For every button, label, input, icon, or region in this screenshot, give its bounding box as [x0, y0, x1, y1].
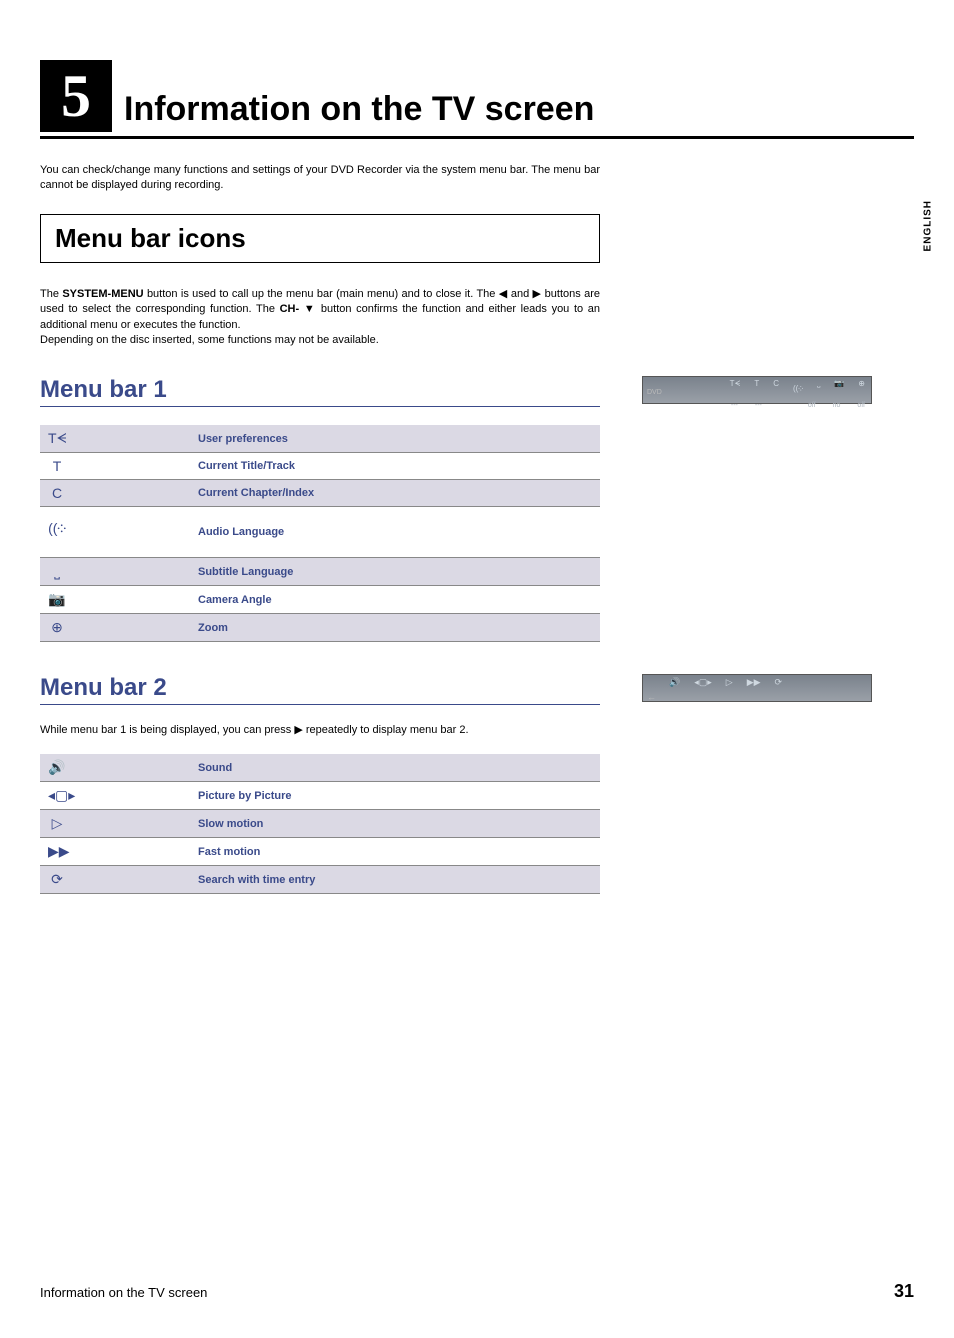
menu-bar-1-table: Tᗕ User preferences T Current Title/Trac… — [40, 425, 600, 642]
row-label: Audio Language — [190, 507, 600, 558]
table-row: 🔊 Sound — [40, 754, 600, 782]
ss-icon: ⊕ — [858, 379, 865, 402]
table-row: ((༶ Audio Language — [40, 507, 600, 558]
row-label: Slow motion — [190, 810, 600, 838]
ss-value: --- — [731, 402, 738, 409]
menu-bar-2-subtext: While menu bar 1 is being displayed, you… — [40, 723, 600, 736]
table-row: ⎵ Subtitle Language — [40, 558, 600, 586]
zoom-icon: ⊕ — [48, 619, 66, 636]
menu-bar-1-screenshot: DVD Tᗕ T C ((༶ ⎵ 📷 ⊕ --- --- off no off — [642, 376, 872, 404]
menu-bar-2-screenshot: ← 🔊 ◂▢▸ ▷ ▶▶ ⟳ — [642, 674, 872, 702]
row-label: Fast motion — [190, 838, 600, 866]
ss-icon: 📷 — [834, 379, 844, 402]
menu-bar-2-table: 🔊 Sound ◂▢▸ Picture by Picture ▷ Slow mo… — [40, 754, 600, 894]
row-label: Sound — [190, 754, 600, 782]
ss-icon: ▶▶ — [747, 677, 761, 688]
text-fragment: The — [40, 288, 62, 300]
table-row: ▷ Slow motion — [40, 810, 600, 838]
ss-spacer — [779, 402, 791, 409]
section-box: Menu bar icons — [40, 214, 600, 263]
row-label: Subtitle Language — [190, 558, 600, 586]
screenshot2-icons-row: 🔊 ◂▢▸ ▷ ▶▶ ⟳ — [643, 675, 871, 688]
row-label: Current Title/Track — [190, 453, 600, 480]
sound-icon: 🔊 — [48, 759, 66, 776]
preferences-icon: Tᗕ — [48, 430, 66, 447]
chapter-header: 5 Information on the TV screen — [40, 60, 914, 139]
ss-value: --- — [755, 402, 762, 409]
page-footer: Information on the TV screen 31 — [40, 1281, 914, 1302]
ss-icon: ⟳ — [775, 677, 783, 688]
fast-motion-icon: ▶▶ — [48, 843, 66, 860]
disc-label: DVD — [647, 389, 662, 396]
chapter-title: Information on the TV screen — [124, 92, 594, 132]
page-number: 31 — [894, 1281, 914, 1302]
intro-paragraph: You can check/change many functions and … — [40, 163, 600, 194]
row-label: Search with time entry — [190, 866, 600, 894]
screenshot1-values-row: --- --- off no off — [643, 402, 871, 409]
row-label: Picture by Picture — [190, 782, 600, 810]
row-label: User preferences — [190, 425, 600, 453]
language-tab: ENGLISH — [922, 200, 933, 251]
ss-value: no — [833, 402, 841, 409]
table-row: ◂▢▸ Picture by Picture — [40, 782, 600, 810]
table-row: ▶▶ Fast motion — [40, 838, 600, 866]
chapter-icon: C — [48, 485, 66, 501]
ss-icon: T — [754, 379, 759, 402]
ss-value: off — [857, 402, 865, 409]
subtitle-icon: ⎵ — [48, 563, 66, 580]
picture-by-picture-icon: ◂▢▸ — [48, 787, 66, 804]
menu-bar-2-section: Menu bar 2 ← 🔊 ◂▢▸ ▷ ▶▶ ⟳ While menu bar… — [40, 674, 914, 894]
table-row: ⟳ Search with time entry — [40, 866, 600, 894]
row-label: Camera Angle — [190, 586, 600, 614]
table-row: T Current Title/Track — [40, 453, 600, 480]
ss-icon: C — [773, 379, 779, 402]
row-label: Current Chapter/Index — [190, 480, 600, 507]
arrow-left-icon: ← — [647, 692, 656, 702]
audio-icon: ((༶ — [48, 512, 66, 552]
camera-angle-icon: 📷 — [48, 591, 66, 608]
menu-bar-icons-paragraph: The SYSTEM-MENU button is used to call u… — [40, 287, 600, 349]
section-box-title: Menu bar icons — [55, 223, 585, 254]
table-row: Tᗕ User preferences — [40, 425, 600, 453]
menu-bar-1-section: Menu bar 1 DVD Tᗕ T C ((༶ ⎵ 📷 ⊕ --- --- … — [40, 376, 914, 642]
text-fragment: Depending on the disc inserted, some fun… — [40, 334, 379, 346]
table-row: C Current Chapter/Index — [40, 480, 600, 507]
ss-icon: 🔊 — [669, 677, 680, 688]
ss-icon: ▷ — [726, 677, 733, 688]
ss-icon: ((༶ — [793, 379, 803, 402]
system-menu-label: SYSTEM-MENU — [62, 288, 143, 300]
ss-icon: Tᗕ — [730, 379, 741, 402]
time-search-icon: ⟳ — [48, 871, 66, 888]
table-row: 📷 Camera Angle — [40, 586, 600, 614]
slow-motion-icon: ▷ — [48, 815, 66, 832]
table-row: ⊕ Zoom — [40, 614, 600, 642]
row-label: Zoom — [190, 614, 600, 642]
ss-icon: ⎵ — [817, 379, 820, 402]
menu-bar-2-heading: Menu bar 2 — [40, 674, 600, 705]
page-content: 5 Information on the TV screen You can c… — [0, 0, 954, 894]
ss-icon: ◂▢▸ — [694, 677, 712, 688]
chapter-number-badge: 5 — [40, 60, 112, 132]
footer-section-title: Information on the TV screen — [40, 1285, 207, 1300]
title-icon: T — [48, 458, 66, 474]
ss-value: off — [808, 402, 816, 409]
ch-minus-label: CH- — [280, 303, 300, 315]
screenshot1-icons-row: Tᗕ T C ((༶ ⎵ 📷 ⊕ — [643, 377, 871, 402]
menu-bar-1-heading: Menu bar 1 — [40, 376, 600, 407]
